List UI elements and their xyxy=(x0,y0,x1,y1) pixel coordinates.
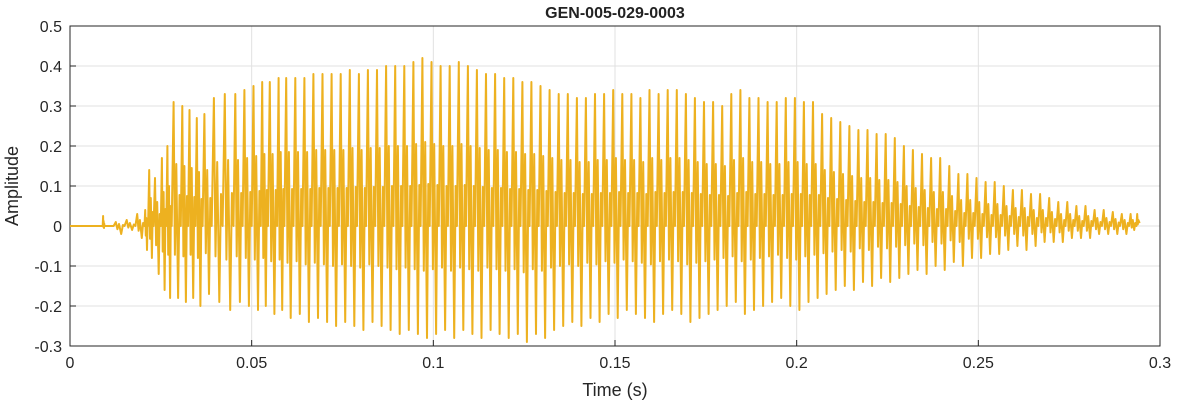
y-tick-label: 0 xyxy=(53,219,62,236)
x-tick-label: 0.3 xyxy=(1149,355,1171,372)
x-axis-ticks: 0 0.05 0.1 0.15 0.2 0.25 0.3 xyxy=(66,340,1171,372)
y-axis-ticks: -0.3 -0.2 -0.1 0 0.1 0.2 0.3 0.4 0.5 xyxy=(34,19,76,356)
y-tick-label: 0.1 xyxy=(40,179,62,196)
y-axis-label: Amplitude xyxy=(2,146,22,226)
y-tick-label: -0.3 xyxy=(34,339,62,356)
y-tick-label: 0.4 xyxy=(40,59,62,76)
y-tick-label: 0.3 xyxy=(40,99,62,116)
chart-title: GEN-005-029-0003 xyxy=(545,5,685,22)
x-axis-label: Time (s) xyxy=(582,380,647,400)
x-tick-label: 0.15 xyxy=(599,355,630,372)
y-tick-label: -0.1 xyxy=(34,259,62,276)
x-tick-label: 0 xyxy=(66,355,75,372)
y-tick-label: 0.2 xyxy=(40,139,62,156)
amplitude-series-line xyxy=(70,57,1141,343)
x-tick-label: 0.25 xyxy=(963,355,994,372)
y-tick-label: 0.5 xyxy=(40,19,62,36)
y-tick-label: -0.2 xyxy=(34,299,62,316)
x-tick-label: 0.2 xyxy=(786,355,808,372)
x-tick-label: 0.05 xyxy=(236,355,267,372)
x-tick-label: 0.1 xyxy=(422,355,444,372)
